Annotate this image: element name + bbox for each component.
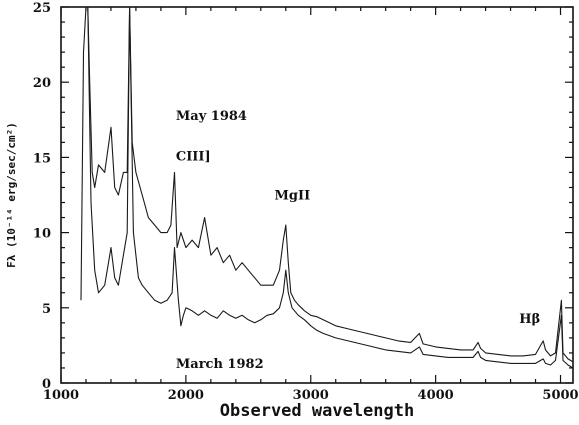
series-line-march-1982	[86, 6, 574, 369]
annotation-label: March 1982	[176, 357, 264, 372]
y-tick-label: 5	[42, 302, 51, 317]
y-tick-label: 20	[33, 76, 51, 91]
plot-frame	[60, 6, 574, 384]
x-tick-label: 1000	[43, 388, 79, 403]
annotation-label: MgII	[275, 189, 311, 204]
annotation-label: May 1984	[176, 109, 247, 124]
annotation-label: CIII]	[176, 149, 211, 164]
series-group	[80, 6, 574, 369]
annotation-label: Hβ	[519, 312, 540, 327]
y-tick-label: 15	[33, 151, 51, 166]
x-axis-title: Observed wavelength	[220, 401, 414, 421]
x-tick-label: 2000	[168, 388, 204, 403]
y-tick-label: 10	[33, 227, 51, 242]
x-tick-label: 3000	[293, 388, 329, 403]
y-axis-title: Fλ (10⁻¹⁴ erg/sec/cm²)	[5, 122, 18, 268]
axis-tick-labels: 1000 2000 3000 4000 5000 0 5 10 15 20 25	[33, 1, 579, 403]
x-tick-label: 5000	[542, 388, 578, 403]
x-tick-label: 4000	[418, 388, 454, 403]
axis-ticks	[60, 6, 573, 384]
y-tick-label: 25	[33, 1, 51, 16]
annotation-group: May 1984 CIII] MgII March 1982 Hβ	[176, 109, 540, 372]
series-line-may-1984	[80, 6, 574, 363]
y-tick-label: 0	[42, 377, 51, 392]
